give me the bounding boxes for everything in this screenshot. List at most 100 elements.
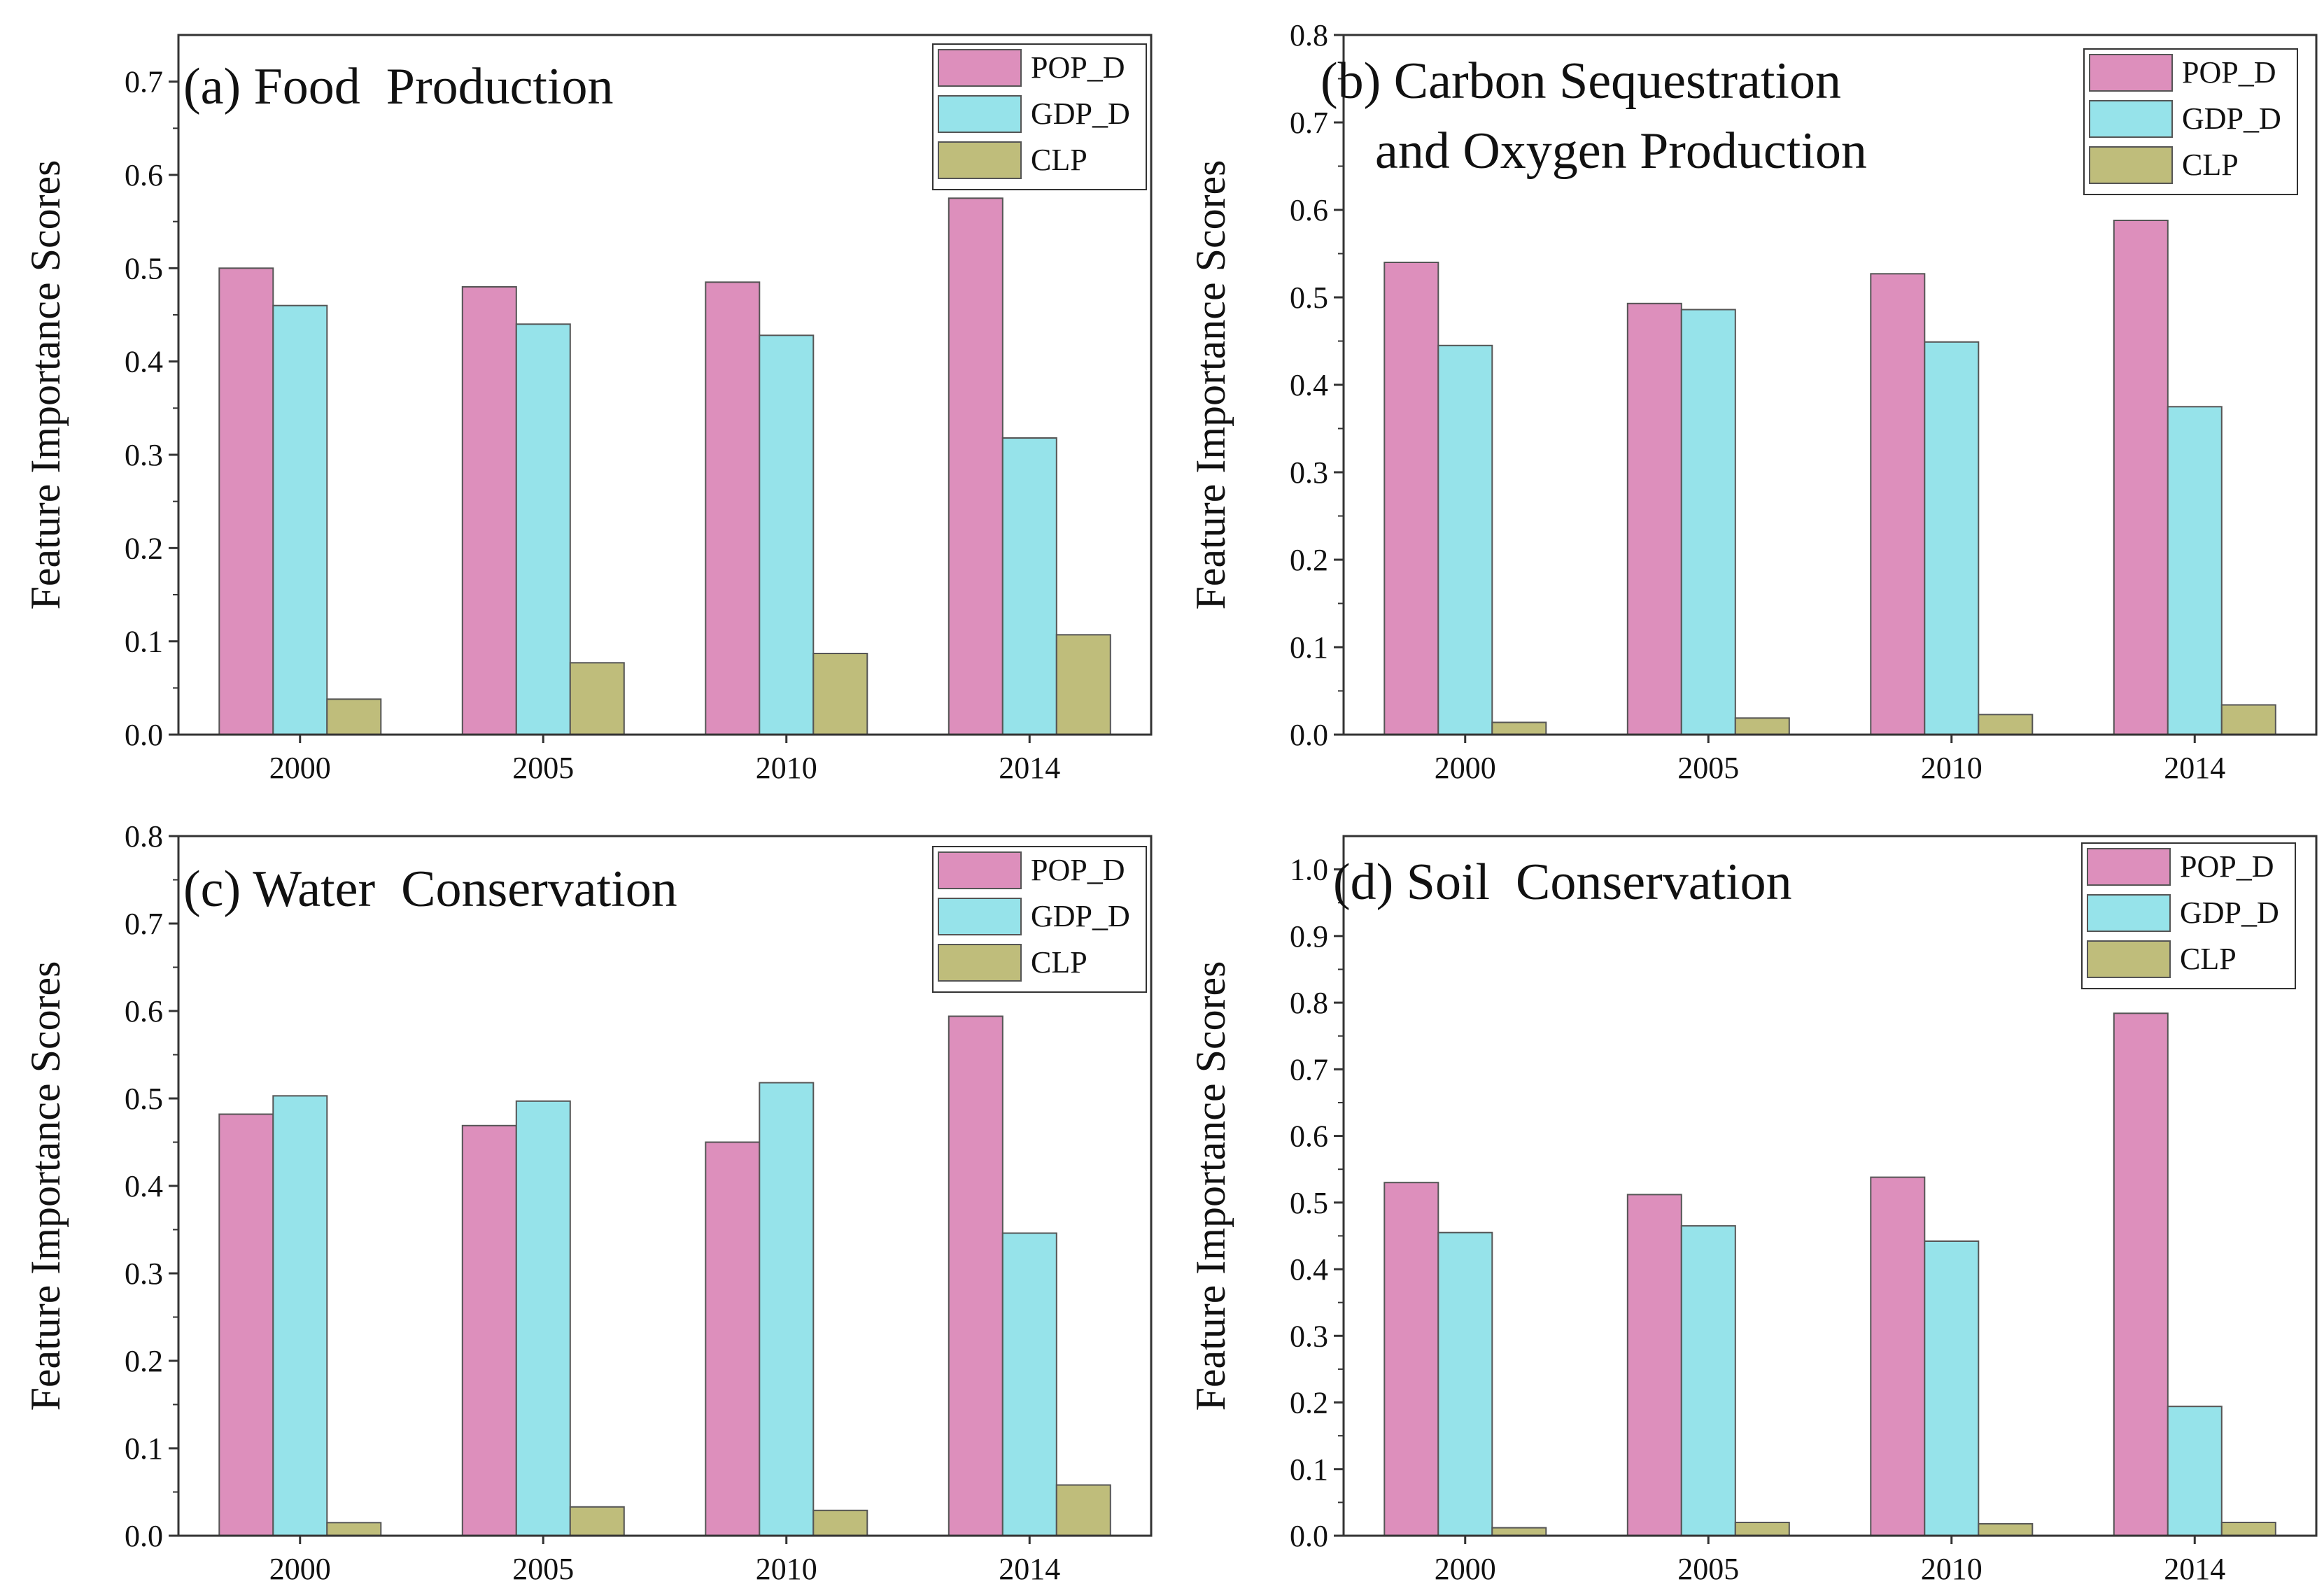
legend-label-pop-d: POP_D [1031, 853, 1125, 887]
chart-panel-3: 2000 2005 2010 2014 0.0 0.1 0.2 0.3 0.4 0.5 0.6 0.7… [22, 819, 1153, 1586]
y-tick-label: 0.5 [1290, 1186, 1328, 1220]
chart-title: (b) Carbon Sequestration [1321, 52, 1841, 110]
chart-panel-1: 2000 2005 2010 2014 0.0 0.1 0.2 0.3 0.4 0.5 0.6 0.7… [22, 34, 1153, 785]
bar-clp-2014 [2220, 704, 2276, 735]
plot-frame [1342, 835, 2318, 1537]
legend-label-gdp-d: GDP_D [1031, 97, 1130, 131]
y-tick-label: 0.4 [125, 1169, 163, 1203]
bar-pop-d-2005 [1626, 1194, 1682, 1537]
y-axis-label: Feature Importance Scores [1188, 160, 1234, 609]
y-tick-label: 0.6 [125, 158, 163, 192]
y-tick-label: 0.6 [125, 994, 163, 1028]
plot-frame [1342, 34, 2318, 736]
bar-pop-d-2005 [1626, 302, 1682, 736]
legend-label-pop-d: POP_D [1031, 50, 1125, 85]
legend-swatch-pop-d [938, 851, 1022, 889]
x-tick-label: 2000 [1435, 1552, 1496, 1586]
legend-swatch-pop-d [938, 49, 1022, 87]
y-tick-label: 0.7 [1290, 1052, 1328, 1087]
bar-gdp-d-2010 [1924, 1240, 1980, 1536]
y-tick-label: 0.6 [1290, 193, 1328, 227]
bar-pop-d-2010 [1870, 273, 1926, 736]
x-tick-label: 2014 [999, 751, 1060, 785]
y-tick-label: 0.9 [1290, 919, 1328, 954]
x-tick-label: 2010 [1921, 751, 1983, 785]
bar-clp-2000 [1491, 1527, 1547, 1537]
bar-clp-2005 [569, 1506, 625, 1537]
y-tick-label: 0.4 [1290, 368, 1328, 402]
legend-swatch-pop-d [2089, 54, 2173, 92]
chart-title: (c) Water Conservation [183, 861, 677, 918]
x-tick-label: 2014 [2164, 1552, 2225, 1586]
plot-frame [177, 835, 1153, 1537]
bar-gdp-d-2014 [1001, 437, 1057, 735]
chart-title: (a) Food Production [183, 58, 614, 115]
chart-panel-4: 2000 2005 2010 2014 0.0 0.1 0.2 0.3 0.4 0.5 0.6 0.7… [1188, 835, 2318, 1586]
x-tick-label: 2000 [269, 1552, 331, 1586]
bar-clp-2014 [1055, 1484, 1111, 1536]
bar-gdp-d-2005 [515, 1100, 571, 1537]
y-tick-label: 0.0 [125, 718, 163, 752]
chart-title: (d) Soil Conservation [1333, 854, 1792, 911]
legend-swatch-clp [2087, 940, 2171, 978]
bar-clp-2005 [569, 662, 625, 735]
x-tick-label: 2005 [512, 751, 574, 785]
bar-clp-2014 [2220, 1522, 2276, 1536]
bar-pop-d-2010 [1870, 1176, 1926, 1536]
legend-label-clp: CLP [1031, 143, 1087, 177]
y-tick-label: 0.5 [1290, 281, 1328, 315]
bar-pop-d-2000 [218, 267, 274, 735]
legend-swatch-pop-d [2087, 848, 2171, 886]
bar-gdp-d-2010 [759, 1082, 815, 1536]
bar-pop-d-2000 [1383, 1182, 1439, 1536]
y-tick-label: 0.2 [1290, 1386, 1328, 1420]
bar-pop-d-2014 [948, 1015, 1003, 1536]
y-tick-label: 0.3 [125, 438, 163, 472]
y-axis-label: Feature Importance Scores [1188, 961, 1234, 1410]
bar-pop-d-2014 [2113, 1012, 2169, 1537]
bar-clp-2010 [1978, 714, 2034, 736]
legend-label-pop-d: POP_D [2182, 55, 2276, 90]
plot-frame [177, 34, 1153, 736]
x-tick-label: 2005 [1677, 1552, 1739, 1586]
y-tick-label: 0.8 [1290, 986, 1328, 1020]
y-tick-label: 0.6 [1290, 1119, 1328, 1154]
bar-gdp-d-2010 [1924, 341, 1980, 736]
y-tick-label: 0.3 [125, 1257, 163, 1291]
bar-gdp-d-2000 [272, 1095, 328, 1537]
bar-clp-2010 [812, 1509, 868, 1537]
bar-gdp-d-2014 [2167, 406, 2223, 736]
legend-swatch-gdp-d [938, 95, 1022, 133]
y-tick-label: 0.5 [125, 251, 163, 285]
bar-clp-2005 [1734, 717, 1790, 736]
bar-gdp-d-2005 [1680, 309, 1736, 735]
y-tick-label: 0.0 [1290, 718, 1328, 752]
x-tick-label: 2010 [756, 751, 817, 785]
bar-gdp-d-2014 [1001, 1232, 1057, 1536]
bar-pop-d-2014 [2113, 220, 2169, 735]
bar-gdp-d-2005 [515, 323, 571, 735]
y-tick-label: 0.2 [1290, 543, 1328, 577]
y-tick-label: 0.1 [125, 625, 163, 659]
x-tick-label: 2000 [1435, 751, 1496, 785]
y-tick-label: 0.7 [125, 907, 163, 941]
bar-pop-d-2000 [218, 1113, 274, 1536]
bar-gdp-d-2010 [759, 334, 815, 735]
y-tick-label: 0.1 [1290, 630, 1328, 665]
legend-label-gdp-d: GDP_D [1031, 899, 1130, 933]
y-tick-label: 1.0 [1290, 853, 1328, 887]
y-tick-label: 0.7 [125, 65, 163, 99]
y-tick-label: 0.8 [125, 819, 163, 854]
y-tick-label: 0.3 [1290, 455, 1328, 490]
legend-swatch-clp [938, 141, 1022, 179]
legend-label-gdp-d: GDP_D [2182, 101, 2281, 136]
bar-gdp-d-2014 [2167, 1406, 2223, 1536]
y-axis-label: Feature Importance Scores [22, 160, 69, 609]
y-tick-label: 0.2 [125, 1344, 163, 1378]
x-tick-label: 2014 [999, 1552, 1060, 1586]
y-tick-label: 0.0 [1290, 1519, 1328, 1553]
bar-pop-d-2010 [705, 1141, 761, 1536]
legend-swatch-gdp-d [938, 898, 1022, 935]
legend-swatch-gdp-d [2089, 100, 2173, 138]
